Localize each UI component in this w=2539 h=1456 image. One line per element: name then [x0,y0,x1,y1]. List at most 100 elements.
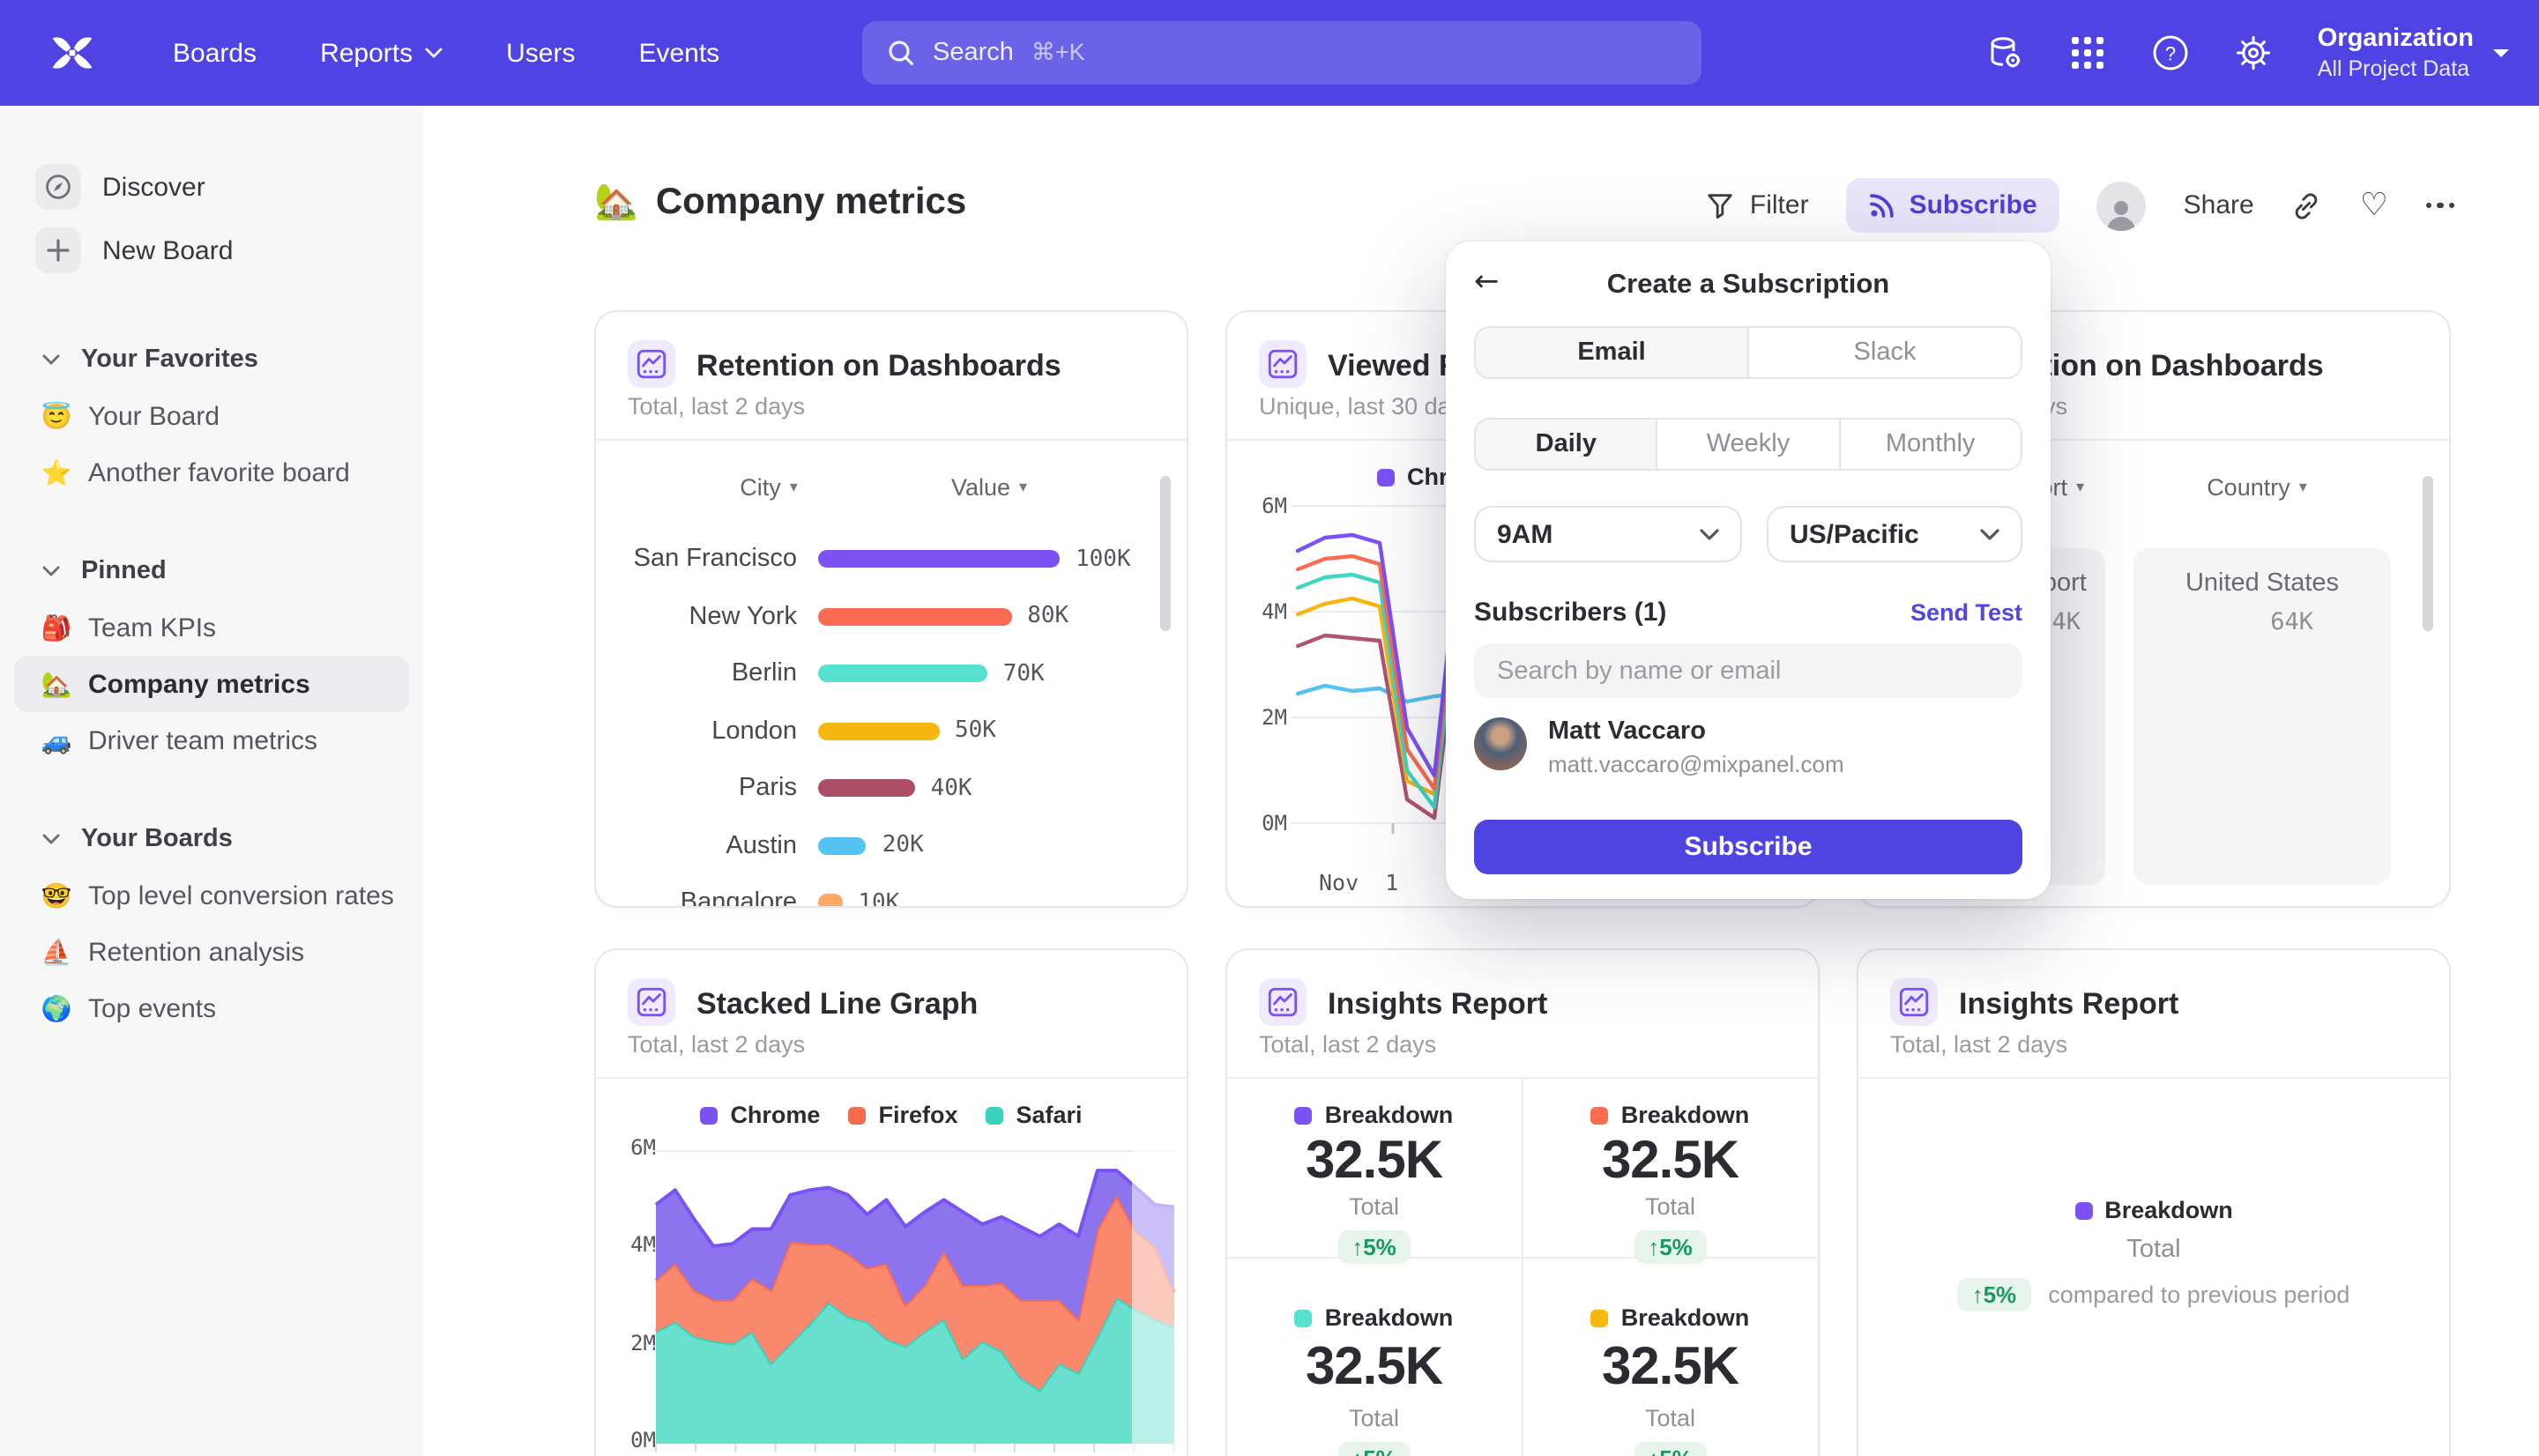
subscribe-label: Subscribe [1909,190,2037,220]
delta-badge-wrap: ↑5% [1523,1442,1818,1456]
favorite-heart-icon[interactable]: ♡ [2359,187,2388,224]
nav-item-label: Events [638,38,720,68]
report-chart-icon [628,340,675,388]
tab-weekly[interactable]: Weekly [1657,420,1841,469]
tab-daily[interactable]: Daily [1476,420,1658,469]
share-button[interactable]: Share [2184,190,2254,220]
settings-gear-icon[interactable] [2235,33,2274,72]
chevron-down-icon [1980,528,1999,539]
sidebar-item-discover[interactable]: Discover [0,155,423,219]
nav-item-events[interactable]: Events [638,38,719,68]
sidebar-item-label: Your Board [88,401,220,431]
column-header-city[interactable]: City ▾ [740,474,798,501]
y-axis-tick: 0M [1262,811,1287,836]
timezone-select[interactable]: US/Pacific [1767,506,2022,562]
sidebar-section-title: Your Boards [81,825,233,853]
subscriber-name: Matt Vaccaro [1548,717,1706,746]
board-emoji: 🚙 [41,725,72,754]
insight-metric: Breakdown 32.5K Total ↑5% [1523,1259,1818,1456]
scrollbar[interactable] [2423,476,2433,631]
nav-item-label: Boards [173,38,257,68]
sort-chevron-icon: ▾ [789,479,798,496]
tab-email[interactable]: Email [1476,328,1749,377]
delta-badge-wrap: ↑5% [1227,1230,1521,1264]
sidebar-item-top-events[interactable]: 🌍 Top events [0,980,423,1036]
copy-link-button[interactable] [2291,189,2323,221]
column-header-value[interactable]: Value ▾ [951,474,1027,501]
city-label: Bangalore [680,888,797,908]
create-subscription-modal: ← Create a Subscription Email Slack Daily… [1446,241,2051,899]
sidebar-item-new-board[interactable]: New Board [0,219,423,282]
scrollbar[interactable] [1160,476,1171,631]
card-title: Insights Report [1959,987,2179,1021]
modal-subscribe-button[interactable]: Subscribe [1474,820,2022,874]
legend-item-safari: Safari [986,1102,1083,1128]
value-bar [818,779,915,798]
more-options-button[interactable] [2425,202,2454,209]
board-emoji: 🤓 [41,880,72,909]
metric-summary: Breakdown Total ↑5% compared to previous… [1858,1197,2449,1311]
subscriber-row[interactable]: Matt Vaccaro matt.vaccaro@mixpanel.com [1474,717,2022,777]
subscribe-button[interactable]: Subscribe [1845,178,2060,233]
legend-label: Safari [1016,1102,1083,1128]
table-row: Berlin 70K [621,645,1151,702]
city-label: Austin [726,831,797,860]
sidebar-section-header[interactable]: Your Boards [0,811,423,867]
nav-item-users[interactable]: Users [506,38,575,68]
filter-button[interactable]: Filter [1706,190,1809,220]
column-label: City [740,474,781,501]
breakdown-label: Breakdown [1324,1102,1454,1128]
sidebar-item-another-favorite-board[interactable]: ⭐ Another favorite board [0,444,423,501]
nav-right-cluster: ? Organization All P [1986,0,2511,106]
sidebar-section-header[interactable]: Your Favorites [0,331,423,388]
org-project-switcher[interactable]: Organization All Project Data [2318,25,2511,81]
tab-label: Weekly [1706,430,1791,458]
board-emoji: 🏡 [594,183,638,222]
bar-table: San Francisco 100K New York 80K Berlin 70K Lon… [621,531,1151,908]
search-icon [889,41,913,65]
table-row: New York 80K [621,588,1151,645]
report-chart-icon [1259,978,1307,1026]
card-title: Stacked Line Graph [696,987,979,1021]
sidebar-item-your-board[interactable]: 😇 Your Board [0,388,423,444]
value-bar [818,607,1012,626]
sidebar-section: Your Favorites 😇 Your Board ⭐ Another favori… [0,331,423,501]
apps-grid-icon[interactable] [2069,33,2108,72]
send-test-link[interactable]: Send Test [1910,599,2022,626]
tab-slack[interactable]: Slack [1749,328,2021,377]
sidebar-item-top-level-conversion-rates[interactable]: 🤓 Top level conversion rates [0,867,423,924]
sidebar-item-label: Team KPIs [88,613,217,643]
insight-metric: Breakdown 32.5K Total ↑5% [1523,1077,1818,1264]
subscriber-search-input[interactable] [1474,643,2022,698]
sidebar-item-driver-team-metrics[interactable]: 🚙 Driver team metrics [0,712,423,769]
metric-header: Breakdown [1523,1304,1818,1331]
board-emoji: 🏡 [41,669,72,697]
sidebar-item-label: Another favorite board [88,457,350,487]
sidebar-item-company-metrics[interactable]: 🏡 Company metrics [14,656,409,712]
value-label: 100K [1076,546,1131,573]
search-input[interactable]: Search ⌘+K [862,21,1701,85]
column-label: Value [950,474,1010,501]
column-header-country[interactable]: Country ▾ [2207,474,2307,501]
sidebar-section-header[interactable]: Pinned [0,543,423,599]
page-title: Company metrics [655,181,967,221]
back-arrow-icon[interactable]: ← [1474,264,1500,300]
board-title: 🏡 Company metrics [594,180,966,224]
sidebar-item-label: Driver team metrics [88,725,318,755]
timezone-select-value: US/Pacific [1790,519,1919,549]
delta-badge-wrap: ↑5% [1523,1230,1818,1264]
sidebar-item-retention-analysis[interactable]: ⛵ Retention analysis [0,924,423,980]
metric-unit: Total [1348,1193,1400,1220]
nav-item-reports[interactable]: Reports [320,38,443,68]
tab-monthly[interactable]: Monthly [1840,420,2021,469]
modal-title: Create a Subscription [1606,270,1890,300]
sidebar-item-team-kpis[interactable]: 🎒 Team KPIs [0,599,423,656]
time-select[interactable]: 9AM [1474,506,1742,562]
nav-item-label: Users [506,38,576,68]
mixpanel-logo-icon[interactable] [46,26,99,79]
avatar[interactable] [2096,181,2147,230]
help-icon[interactable]: ? [2152,33,2191,72]
nav-item-boards[interactable]: Boards [173,38,257,68]
data-management-icon[interactable] [1986,33,2025,72]
